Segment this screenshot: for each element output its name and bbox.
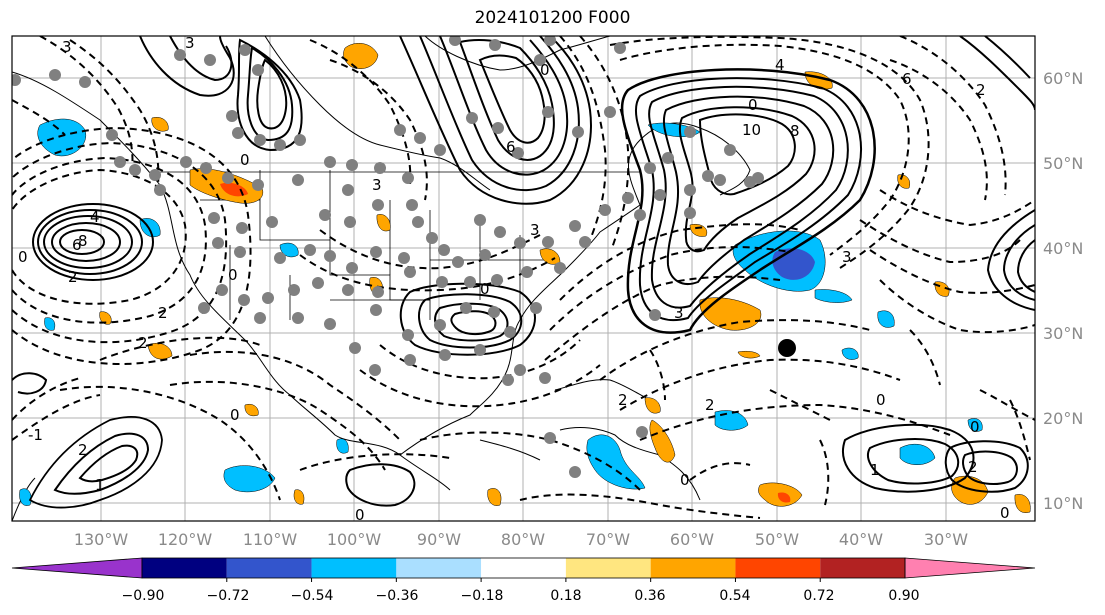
contour-label: 0 [480, 280, 490, 298]
storm-center-marker [778, 339, 796, 357]
colorbar-tick-label: −0.72 [207, 588, 250, 604]
colorbar [11, 557, 1036, 582]
contour-label: 0 [876, 391, 886, 409]
lat-label: 60°N [1043, 69, 1083, 88]
colorbar-tick-label: 0.72 [803, 588, 834, 604]
lon-label: 50°W [755, 530, 799, 549]
lon-label: 90°W [417, 530, 461, 549]
gridlines [12, 36, 1035, 521]
colorbar-segment [565, 558, 651, 578]
contour-label: 0 [680, 471, 690, 489]
contour-label: 3 [62, 38, 72, 56]
contour-label: 4 [90, 208, 100, 226]
colorbar-frame [141, 557, 906, 579]
contour-label: 8 [78, 232, 88, 250]
colorbar-tick-label: 0.90 [888, 588, 919, 604]
contour-label: 0 [748, 96, 758, 114]
observation-points [12, 36, 764, 478]
contour-label: 3 [372, 176, 382, 194]
contour-label: 3 [842, 248, 852, 266]
contour-label: 2 [78, 441, 88, 459]
lon-label: 70°W [586, 530, 630, 549]
contour-label: 0 [970, 418, 980, 436]
lon-label: 100°W [327, 530, 382, 549]
solid-contours [12, 36, 1035, 509]
colorbar-segment [735, 558, 821, 578]
contour-label: 0 [228, 266, 238, 284]
contour-label: 2 [976, 81, 986, 99]
contour-label: 2 [138, 334, 148, 352]
colorbar-labels: −0.90 −0.72 −0.54 −0.36 −0.18 0.18 0.36 … [122, 588, 920, 604]
contour-label: 2 [618, 391, 628, 409]
contour-label: 10 [742, 121, 761, 139]
contour-label: 0 [540, 61, 550, 79]
contour-label: 3 [185, 34, 195, 52]
map-frame [11, 35, 1036, 522]
lat-label: 50°N [1043, 154, 1083, 173]
colorbar-segment [650, 558, 736, 578]
lat-label: 40°N [1043, 239, 1083, 258]
contour-label: 8 [790, 122, 800, 140]
contour-label: -1 [28, 426, 43, 444]
colorbar-tick-label: 0.18 [550, 588, 581, 604]
latitude-labels: 60°N 50°N 40°N 30°N 20°N 10°N [1043, 69, 1083, 513]
contour-label: 2 [705, 396, 715, 414]
colorbar-tick-label: −0.36 [376, 588, 419, 604]
longitude-labels: 130°W 120°W 110°W 100°W 90°W 80°W 70°W 6… [74, 530, 968, 549]
contour-label: 0 [355, 506, 365, 524]
colorbar-segment [396, 558, 482, 578]
colorbar-tick-label: −0.90 [122, 588, 165, 604]
colorbar-segment [820, 558, 905, 578]
contour-labels: 3 3 0 3 0 6 3 0 10 8 6 4 0 3 2 0 0 2 2 0… [18, 34, 1010, 524]
colorbar-segment [311, 558, 397, 578]
contour-label: 3 [674, 304, 684, 322]
lon-label: 120°W [158, 530, 213, 549]
contour-label: 0 [18, 248, 28, 266]
lat-label: 30°N [1043, 324, 1083, 343]
shading-positive [44, 43, 1031, 513]
contour-label: 6 [506, 138, 516, 156]
lat-label: 10°N [1043, 494, 1083, 513]
lon-label: 30°W [924, 530, 968, 549]
colorbar-tick-label: −0.54 [291, 588, 334, 604]
colorbar-tick-label: −0.18 [461, 588, 504, 604]
colorbar-segment [481, 558, 566, 578]
contour-label: 2 [158, 304, 168, 322]
colorbar-segment [904, 557, 1036, 579]
lat-label: 20°N [1043, 409, 1083, 428]
colorbar-tick-label: 0.36 [634, 588, 665, 604]
contour-label: 0 [230, 406, 240, 424]
contour-label: 6 [902, 70, 912, 88]
colorbar-segment [11, 557, 143, 579]
contour-label: 4 [775, 56, 785, 74]
lon-label: 60°W [670, 530, 714, 549]
lon-label: 130°W [74, 530, 129, 549]
contour-label: 0 [1000, 504, 1010, 522]
map-title: 2024101200 F000 [474, 8, 631, 28]
contour-label: 1 [870, 461, 880, 479]
colorbar-segment [226, 558, 312, 578]
contour-label: 0 [240, 151, 250, 169]
colorbar-tick-label: 0.54 [719, 588, 750, 604]
contour-label: 2 [68, 268, 78, 286]
contour-label: 6 [72, 236, 82, 254]
lon-label: 40°W [839, 530, 883, 549]
contour-label: 3 [530, 221, 540, 239]
lon-label: 80°W [501, 530, 545, 549]
contour-label: 2 [968, 458, 978, 476]
lon-label: 110°W [243, 530, 298, 549]
colorbar-segment [142, 558, 227, 578]
contour-label: 1 [95, 476, 105, 494]
